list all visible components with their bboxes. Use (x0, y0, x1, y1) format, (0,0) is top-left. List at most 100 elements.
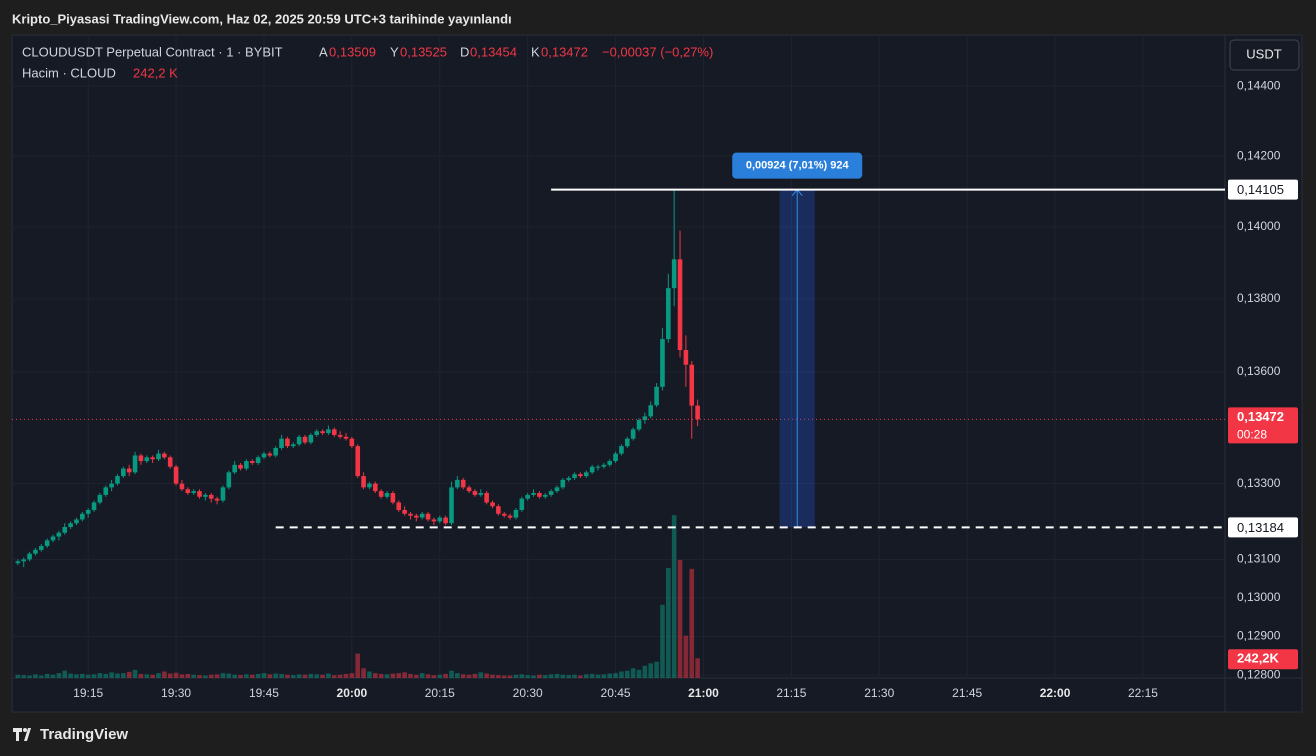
overlays: 0,13472 00:28 242,2K 0,00924 (7,01%) 924 0,1… (12, 152, 1298, 670)
candle-body (208, 494, 214, 499)
candle-body (121, 468, 126, 477)
level-label: 0,14105 (1237, 182, 1284, 197)
volume-bar (267, 674, 273, 678)
volume-bar (373, 673, 378, 678)
volume-bar (15, 674, 21, 678)
volume-bar (285, 674, 290, 678)
candle-body (162, 453, 167, 458)
candle-body (496, 506, 501, 514)
candle-body (50, 536, 56, 541)
candle-body (578, 474, 583, 477)
volume-bar (525, 675, 530, 678)
x-tick-label: 21:15 (776, 686, 806, 700)
volume-bar (308, 673, 314, 678)
volume-bar (478, 672, 484, 678)
change-value: −0,00037 (−0,27%) (602, 44, 713, 59)
volume-bar (244, 674, 249, 678)
candle-body (642, 416, 648, 421)
volume-bar (390, 673, 396, 678)
volume-bar (103, 673, 109, 678)
high-label: Y (390, 44, 399, 59)
candle-body (443, 517, 448, 524)
volume-bar (50, 674, 56, 678)
volume-bar (331, 675, 337, 678)
candle-body (179, 483, 185, 490)
volume-bar (695, 658, 700, 678)
volume-bar (126, 671, 132, 678)
candle-body (326, 429, 331, 434)
candle-body (320, 431, 325, 434)
volume-bar (226, 673, 232, 678)
volume-bar (203, 675, 208, 678)
candle-body (56, 532, 62, 537)
volume-bar (355, 653, 361, 678)
volume-bar (173, 672, 179, 678)
last-price-tag (1228, 407, 1298, 444)
candle-body (44, 540, 50, 547)
x-tick-label: 22:00 (1040, 686, 1071, 700)
volume-bar (62, 670, 68, 678)
volume-bar (214, 674, 220, 678)
volume-bar (548, 674, 554, 678)
brand-name: TradingView (40, 726, 128, 743)
candle-body (308, 434, 314, 443)
candle-body (220, 487, 226, 501)
currency-button[interactable] (1229, 39, 1300, 71)
candle-body (455, 479, 460, 488)
candle-body (261, 453, 267, 458)
volume-bar (531, 675, 536, 678)
volume-bar (185, 673, 191, 678)
candle-body (337, 434, 343, 437)
volume-bar (572, 674, 577, 678)
high-value: 0,13525 (400, 44, 447, 59)
volume-bar (150, 674, 155, 678)
volume-bar (238, 675, 243, 678)
candle-body (671, 259, 677, 289)
y-tick-label: 0,14000 (1237, 219, 1281, 233)
currency-label[interactable]: USDT (1246, 46, 1281, 61)
volume-bar (408, 673, 413, 678)
y-tick-label: 0,12900 (1237, 629, 1281, 643)
volume-bar (68, 673, 73, 678)
volume-bar (472, 673, 478, 678)
candle-body (695, 405, 700, 420)
volume-bar (361, 668, 366, 678)
volume-bar (414, 674, 419, 678)
volume-bar (595, 674, 601, 678)
volume-bar (419, 673, 425, 678)
volume-bar (396, 673, 402, 678)
candle-body (126, 468, 132, 473)
candle-body (396, 502, 402, 510)
volume-bar (554, 673, 560, 678)
candle-body (431, 519, 437, 522)
volume-bar (80, 673, 85, 678)
grid: 19:15 19:30 19:45 20:00 20:15 20:30 20:45 21:00… (12, 35, 1281, 700)
candle-body (507, 515, 513, 518)
volume-bar (220, 673, 226, 678)
candle-body (554, 487, 560, 492)
candle-body (648, 405, 654, 417)
volume-bar (613, 673, 618, 678)
candle-body (513, 509, 519, 518)
y-tick-label: 0,12800 (1237, 667, 1281, 681)
volume-bar (402, 672, 407, 678)
candle-body (589, 466, 595, 473)
last-price-label: 0,13472 (1237, 409, 1284, 424)
y-tick-label: 0,13300 (1237, 476, 1281, 490)
candle-body (501, 513, 507, 516)
volume-tag-label: 242,2K (1237, 651, 1280, 666)
volume-bar (138, 673, 144, 678)
candle-body (607, 461, 613, 465)
candle-body (27, 553, 32, 560)
volume-bar (624, 670, 630, 678)
volume-bar (677, 559, 683, 678)
volume-bar (589, 673, 595, 678)
candle-body (62, 527, 68, 533)
volume-bar (466, 674, 472, 678)
volume-bar (642, 665, 648, 678)
candle-body (331, 429, 337, 435)
measure-label-box (732, 152, 863, 179)
level-tag (1228, 179, 1298, 200)
candle-body (97, 494, 103, 503)
candle-body (378, 491, 384, 497)
